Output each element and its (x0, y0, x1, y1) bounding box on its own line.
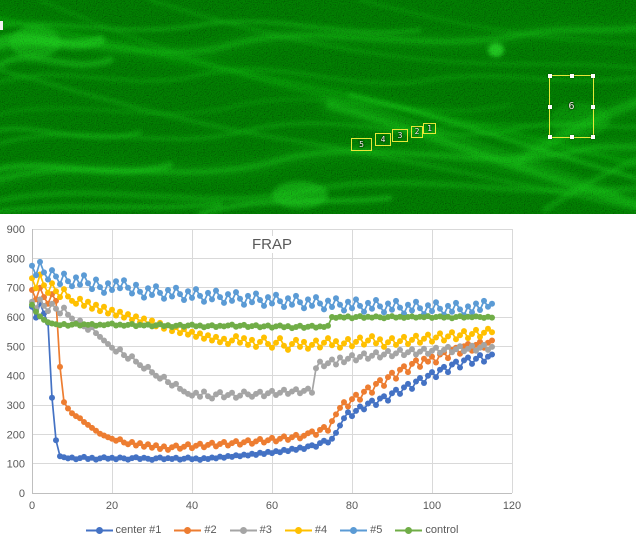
roi-label: 1 (427, 123, 432, 133)
roi-resize-handle[interactable] (591, 104, 595, 109)
series-5 (29, 258, 495, 319)
roi-label: 6 (568, 100, 575, 112)
svg-text:400: 400 (7, 371, 25, 383)
legend-item-3[interactable]: #3 (229, 524, 272, 536)
roi-resize-handle[interactable] (591, 74, 595, 78)
roi-resize-handle[interactable] (569, 74, 574, 78)
series-control (29, 301, 495, 332)
roi-box-2[interactable]: 2 (411, 126, 423, 138)
roi-resize-handle[interactable] (569, 135, 574, 139)
svg-text:500: 500 (7, 341, 25, 353)
svg-text:120: 120 (503, 500, 521, 512)
series-2 (29, 284, 495, 453)
svg-text:100: 100 (423, 500, 441, 512)
svg-text:900: 900 (7, 224, 25, 236)
legend-item-2[interactable]: #2 (174, 524, 217, 536)
chart-legend: center #1 #2 #3 #4 #5 control (32, 524, 512, 536)
svg-text:0: 0 (19, 488, 25, 500)
legend-label: center #1 (115, 524, 162, 536)
roi-resize-handle[interactable] (548, 135, 552, 139)
roi-label: 2 (414, 127, 420, 136)
series-center-1 (29, 299, 495, 463)
legend-item-5[interactable]: #5 (340, 524, 382, 536)
legend-marker-icon (340, 526, 368, 534)
svg-text:60: 60 (266, 500, 278, 512)
roi-resize-handle[interactable] (591, 135, 595, 139)
frap-chart: 0 100 200 300 400 500 600 700 800 900 0 20 40 60 80 100… (0, 214, 636, 543)
legend-marker-icon (284, 526, 312, 534)
legend-marker-icon (395, 526, 423, 534)
legend-label: #2 (204, 524, 217, 536)
legend-label: #3 (259, 524, 272, 536)
svg-text:700: 700 (7, 283, 25, 295)
roi-label: 4 (380, 134, 386, 144)
edge-artifact (0, 21, 3, 30)
legend-label: control (425, 524, 459, 536)
legend-label: #5 (370, 524, 383, 536)
fluorescence-image (0, 0, 636, 214)
plot-area: 0 100 200 300 400 500 600 700 800 900 0 20 40 60 80 100… (7, 224, 522, 512)
legend-item-4[interactable]: #4 (284, 524, 328, 536)
axis-lines (32, 229, 512, 494)
roi-box-3[interactable]: 3 (392, 129, 408, 142)
roi-box-6[interactable]: 6 (548, 74, 595, 139)
svg-text:300: 300 (7, 400, 25, 412)
svg-text:0: 0 (29, 500, 35, 512)
svg-text:40: 40 (186, 500, 198, 512)
axis-tick-labels: 0 100 200 300 400 500 600 700 800 900 0 20 40 60 80 100… (7, 224, 522, 512)
legend-marker-icon (85, 526, 113, 534)
svg-text:80: 80 (346, 500, 358, 512)
roi-label: 5 (359, 139, 364, 149)
roi-resize-handle[interactable] (548, 104, 552, 109)
svg-text:800: 800 (7, 253, 25, 265)
legend-item-center-1[interactable]: center #1 (85, 524, 162, 536)
chart-title: FRAP (238, 236, 306, 253)
svg-text:20: 20 (106, 500, 118, 512)
svg-text:600: 600 (7, 312, 25, 324)
legend-marker-icon (229, 526, 257, 534)
roi-box-5[interactable]: 5 (351, 138, 372, 151)
roi-label: 3 (397, 130, 403, 140)
roi-box-1[interactable]: 1 (423, 123, 436, 134)
svg-text:100: 100 (7, 459, 25, 471)
roi-box-4[interactable]: 4 (375, 133, 391, 146)
svg-text:200: 200 (7, 429, 25, 441)
legend-item-control[interactable]: control (395, 524, 458, 536)
legend-label: #4 (314, 524, 328, 536)
legend-marker-icon (174, 526, 202, 534)
roi-resize-handle[interactable] (548, 74, 552, 78)
